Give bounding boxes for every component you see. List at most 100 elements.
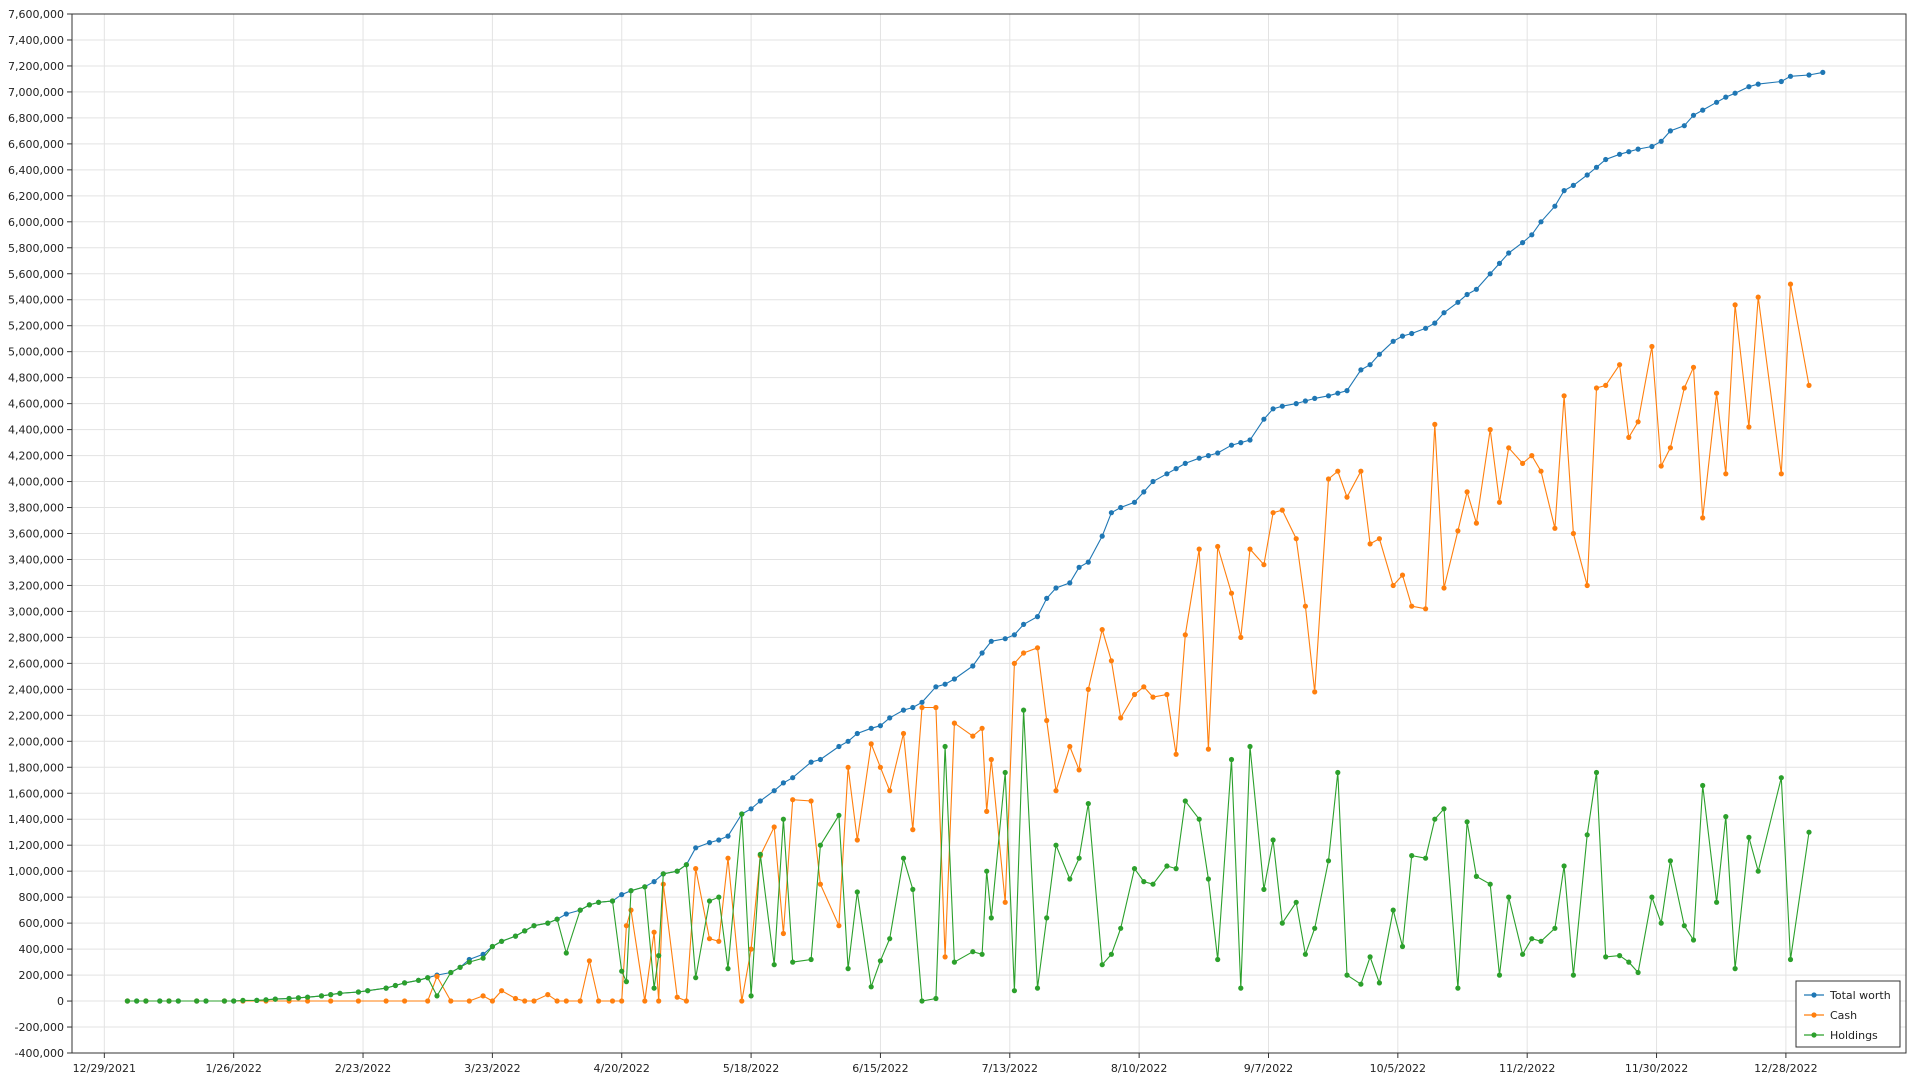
data-point-cash	[1787, 281, 1794, 287]
data-point-cash	[919, 704, 925, 711]
data-point-holdings	[1076, 855, 1082, 861]
data-point-cash	[1325, 476, 1332, 482]
data-point-total-worth	[1173, 466, 1179, 472]
data-point-total-worth	[1496, 260, 1503, 266]
data-point-holdings	[739, 811, 745, 817]
y-tick-label: 7,600,000	[8, 8, 64, 21]
data-point-holdings	[1021, 707, 1027, 713]
data-point-holdings	[1034, 985, 1041, 991]
data-point-holdings	[942, 743, 948, 750]
y-tick-label: 3,400,000	[8, 553, 64, 566]
data-point-cash	[1755, 294, 1761, 300]
data-point-holdings	[596, 899, 602, 905]
data-point-holdings	[448, 969, 454, 976]
data-point-cash	[355, 998, 361, 1004]
y-tick-label: 6,400,000	[8, 164, 64, 177]
data-point-holdings	[1279, 920, 1285, 926]
data-point-total-worth	[1325, 393, 1332, 399]
data-point-cash	[877, 764, 884, 770]
data-point-total-worth	[933, 684, 939, 690]
y-tick-label: 2,600,000	[8, 657, 64, 670]
data-point-cash	[305, 998, 311, 1004]
data-point-cash	[868, 741, 874, 747]
data-point-cash	[942, 954, 948, 960]
data-point-holdings	[1787, 956, 1794, 963]
data-point-cash	[480, 993, 486, 999]
data-point-total-worth	[1358, 367, 1364, 373]
data-point-holdings	[143, 998, 149, 1004]
data-point-cash	[1473, 520, 1479, 526]
data-point-cash	[900, 730, 907, 737]
data-point-holdings	[1441, 806, 1447, 812]
data-point-holdings	[1261, 886, 1267, 893]
data-point-cash	[1002, 899, 1008, 905]
data-point-total-worth	[1344, 388, 1350, 394]
data-point-total-worth	[1464, 291, 1470, 298]
data-point-total-worth	[1723, 94, 1729, 100]
data-point-total-worth	[1820, 69, 1826, 75]
data-point-holdings	[295, 995, 301, 1001]
data-point-holdings	[1302, 951, 1308, 957]
legend-swatch-marker-total-worth	[1811, 992, 1817, 998]
data-point-cash	[1506, 445, 1512, 451]
data-point-cash	[1150, 694, 1156, 700]
data-point-cash	[1441, 585, 1447, 591]
data-point-total-worth	[1099, 533, 1105, 539]
data-point-holdings	[1367, 954, 1373, 960]
y-tick-label: 600,000	[19, 917, 65, 930]
data-point-holdings	[1085, 801, 1091, 807]
data-point-holdings	[240, 997, 246, 1004]
data-point-total-worth	[970, 663, 976, 669]
y-tick-label: 2,800,000	[8, 631, 64, 644]
data-point-holdings	[642, 884, 648, 890]
data-point-cash	[1034, 645, 1041, 651]
data-point-cash	[887, 788, 893, 794]
data-point-total-worth	[808, 759, 814, 765]
data-point-holdings	[877, 958, 884, 964]
data-point-holdings	[628, 888, 634, 894]
data-point-total-worth	[1603, 156, 1609, 163]
data-point-holdings	[415, 977, 422, 983]
data-point-total-worth	[771, 788, 777, 794]
data-point-total-worth	[1293, 401, 1299, 407]
data-point-cash	[1561, 393, 1567, 399]
data-point-holdings	[808, 956, 814, 963]
data-point-holdings	[1344, 972, 1350, 978]
data-point-cash	[545, 992, 551, 998]
data-point-holdings	[383, 985, 389, 991]
data-point-total-worth	[1455, 299, 1461, 305]
data-point-total-worth	[1312, 395, 1318, 401]
data-point-total-worth	[1076, 564, 1082, 570]
data-point-holdings	[1496, 972, 1503, 978]
data-point-holdings	[175, 998, 181, 1004]
y-tick-label: 1,000,000	[8, 865, 64, 878]
data-point-cash	[808, 798, 814, 804]
data-point-cash	[933, 704, 939, 711]
data-point-holdings	[979, 951, 985, 957]
data-point-total-worth	[1649, 143, 1655, 150]
data-point-holdings	[854, 889, 860, 895]
data-point-cash	[1552, 525, 1558, 531]
data-point-total-worth	[1279, 403, 1285, 409]
data-point-holdings	[1584, 832, 1590, 838]
data-point-total-worth	[900, 707, 907, 713]
data-point-total-worth	[1164, 471, 1170, 477]
data-point-cash	[725, 855, 731, 861]
data-point-cash	[951, 720, 958, 726]
x-tick-label: 7/13/2022	[982, 1062, 1038, 1075]
data-point-cash	[1538, 468, 1544, 474]
legend-swatch-marker-holdings	[1811, 1032, 1817, 1038]
data-point-total-worth	[1584, 172, 1590, 178]
data-point-cash	[1778, 471, 1784, 477]
y-tick-label: 400,000	[19, 943, 65, 956]
data-point-holdings	[1390, 907, 1396, 913]
data-point-total-worth	[1473, 286, 1479, 292]
y-tick-label: 6,200,000	[8, 190, 64, 203]
data-point-cash	[1312, 689, 1318, 695]
data-point-holdings	[577, 907, 583, 913]
data-point-cash	[1732, 302, 1738, 308]
data-point-total-worth	[817, 756, 824, 763]
y-tick-label: 3,000,000	[8, 605, 64, 618]
data-point-total-worth	[1441, 310, 1447, 316]
data-point-cash	[1053, 788, 1059, 794]
